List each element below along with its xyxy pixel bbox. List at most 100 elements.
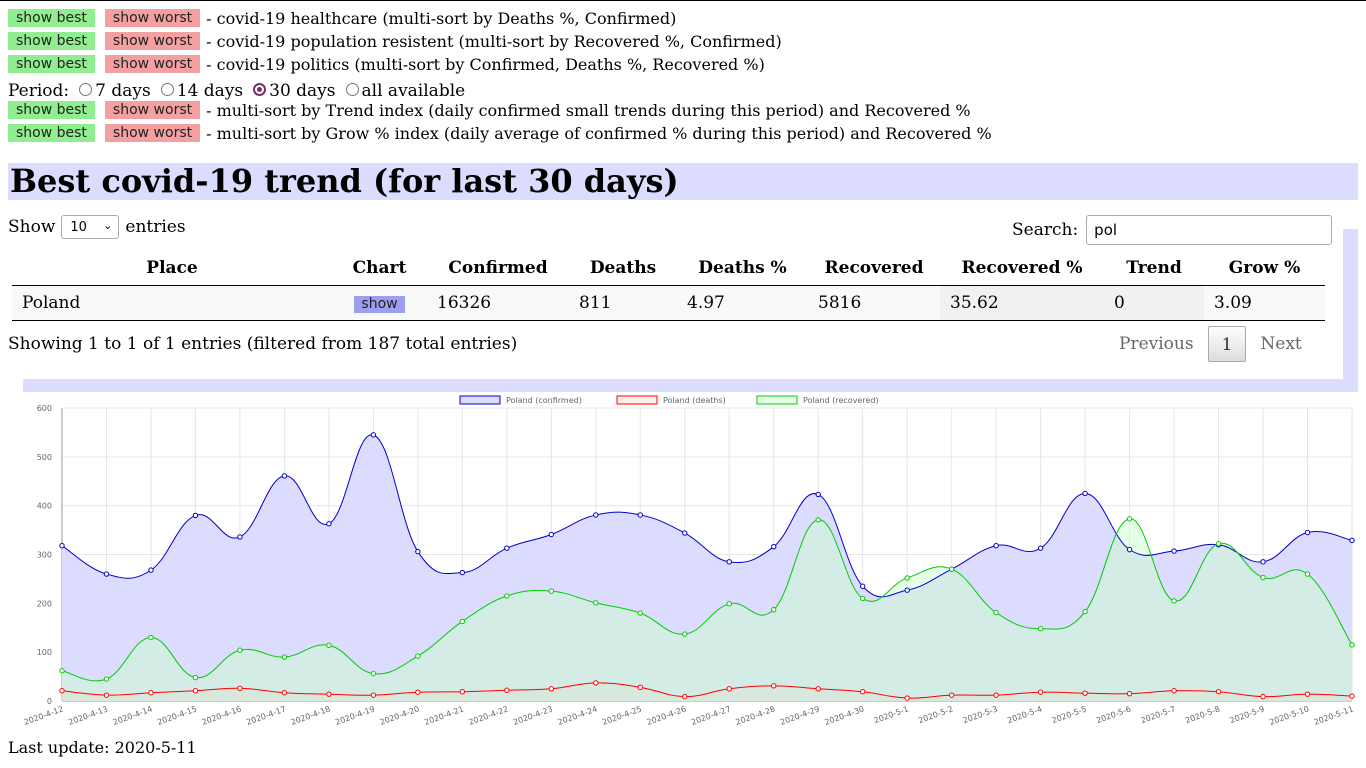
data-point-confirmed (103, 571, 110, 577)
data-point-recovered (726, 601, 732, 607)
data-point-confirmed (1304, 529, 1311, 536)
x-tick-label: 2020-5-9 (1229, 704, 1266, 725)
data-point-recovered (103, 676, 110, 682)
search-label: Search: (1012, 220, 1079, 240)
data-point-confirmed (59, 543, 65, 549)
column-header-chart[interactable]: Chart (332, 251, 427, 286)
data-point-recovered (504, 593, 510, 599)
data-point-recovered (904, 575, 910, 581)
data-point-deaths (904, 695, 910, 701)
x-tick-label: 2020-5-5 (1051, 704, 1088, 725)
period-radio-14[interactable] (160, 82, 174, 96)
data-point-deaths (1037, 689, 1044, 695)
period-radio-all[interactable] (345, 82, 359, 96)
cell-deaths: 811 (569, 285, 677, 321)
length-control: Show 10 ⌄ entries (8, 215, 186, 239)
data-point-recovered (1126, 516, 1133, 522)
x-tick-label: 2020-5-6 (1095, 704, 1132, 725)
show-worst-trend-button[interactable]: show worst (104, 101, 201, 119)
sort-row-grow: show best show worst - multi-sort by Gro… (8, 123, 992, 143)
x-tick-label: 2020-4-22 (468, 704, 510, 727)
cell-chart: show (332, 285, 427, 321)
show-chart-button[interactable]: show (354, 296, 405, 313)
column-header-place[interactable]: Place (12, 251, 332, 286)
data-point-deaths (948, 692, 955, 698)
data-point-recovered (1215, 541, 1222, 547)
data-point-confirmed (1349, 537, 1355, 544)
data-point-deaths (326, 691, 332, 697)
x-tick-label: 2020-4-26 (645, 704, 687, 727)
data-point-deaths (1260, 693, 1266, 700)
x-tick-label: 2020-4-16 (201, 704, 243, 727)
show-best-healthcare-button[interactable]: show best (8, 9, 95, 27)
x-tick-label: 2020-5-10 (1268, 704, 1310, 727)
y-tick-label: 600 (37, 404, 52, 413)
data-point-recovered (281, 654, 288, 660)
period-option-label: 14 days (176, 81, 244, 101)
show-best-grow-button[interactable]: show best (8, 124, 95, 142)
column-header-recovered-pct[interactable]: Recovered % (940, 251, 1104, 286)
data-point-deaths (1171, 688, 1177, 694)
data-point-deaths (1215, 689, 1222, 695)
data-point-recovered (326, 642, 332, 649)
column-header-recovered[interactable]: Recovered (808, 251, 940, 286)
cell-confirmed: 16326 (427, 285, 569, 321)
show-best-politics-button[interactable]: show best (8, 55, 95, 73)
cell-deaths-pct: 4.97 (677, 285, 808, 321)
entries-select[interactable]: 10 ⌄ (61, 215, 120, 239)
entries-label: entries (125, 217, 186, 237)
legend-label-deaths: Poland (deaths) (663, 396, 726, 405)
column-header-deaths-pct[interactable]: Deaths % (677, 251, 808, 286)
period-radio-7[interactable] (79, 82, 93, 96)
data-point-confirmed (593, 512, 599, 518)
next-page-button[interactable]: Next (1260, 334, 1302, 354)
sort-description: - multi-sort by Grow % index (daily aver… (206, 123, 992, 143)
data-point-confirmed (548, 531, 555, 538)
data-point-confirmed (326, 521, 332, 527)
series-area-deaths (62, 682, 1352, 701)
period-radio-30[interactable] (253, 82, 267, 96)
show-worst-population-button[interactable]: show worst (104, 32, 201, 50)
sort-description: - covid-19 politics (multi-sort by Confi… (206, 54, 765, 74)
data-point-recovered (948, 566, 955, 572)
show-worst-politics-button[interactable]: show worst (104, 55, 201, 73)
show-worst-grow-button[interactable]: show worst (104, 124, 201, 142)
data-point-recovered (1082, 608, 1088, 615)
data-point-recovered (148, 634, 154, 641)
data-point-deaths (1126, 690, 1133, 697)
show-label: Show (8, 217, 56, 237)
page-1-button[interactable]: 1 (1207, 326, 1247, 362)
y-tick-label: 300 (37, 551, 52, 560)
data-point-recovered (593, 600, 599, 606)
show-best-trend-button[interactable]: show best (8, 101, 95, 119)
table-header-row: Place Chart Confirmed Deaths Deaths % Re… (12, 251, 1325, 286)
period-option-label: 7 days (95, 81, 151, 101)
data-point-confirmed (815, 491, 821, 498)
x-tick-label: 2020-4-30 (823, 704, 865, 727)
data-point-recovered (682, 631, 688, 637)
data-point-recovered (1037, 626, 1044, 632)
column-header-confirmed[interactable]: Confirmed (427, 251, 569, 286)
column-header-trend[interactable]: Trend (1104, 251, 1204, 286)
column-header-grow-pct[interactable]: Grow % (1204, 251, 1325, 286)
period-option-label: 30 days (269, 81, 336, 101)
x-tick-label: 2020-4-29 (779, 704, 821, 727)
show-best-population-button[interactable]: show best (8, 32, 95, 50)
previous-page-button[interactable]: Previous (1119, 334, 1194, 354)
data-point-deaths (370, 692, 377, 698)
x-tick-label: 2020-4-17 (245, 704, 287, 727)
series-area-confirmed (62, 434, 1352, 701)
sort-description: - multi-sort by Trend index (daily confi… (206, 100, 971, 120)
legend-label-confirmed: Poland (confirmed) (506, 396, 582, 405)
show-worst-healthcare-button[interactable]: show worst (104, 9, 201, 27)
data-point-recovered (859, 595, 866, 602)
sort-row-healthcare: show best show worst - covid-19 healthca… (8, 8, 676, 28)
x-tick-label: 2020-5-1 (873, 704, 910, 725)
search-input[interactable]: pol (1086, 215, 1333, 245)
data-point-confirmed (1126, 546, 1133, 553)
data-point-confirmed (148, 567, 154, 573)
cell-place: Poland (12, 285, 332, 321)
data-point-deaths (682, 693, 688, 700)
column-header-deaths[interactable]: Deaths (569, 251, 677, 286)
